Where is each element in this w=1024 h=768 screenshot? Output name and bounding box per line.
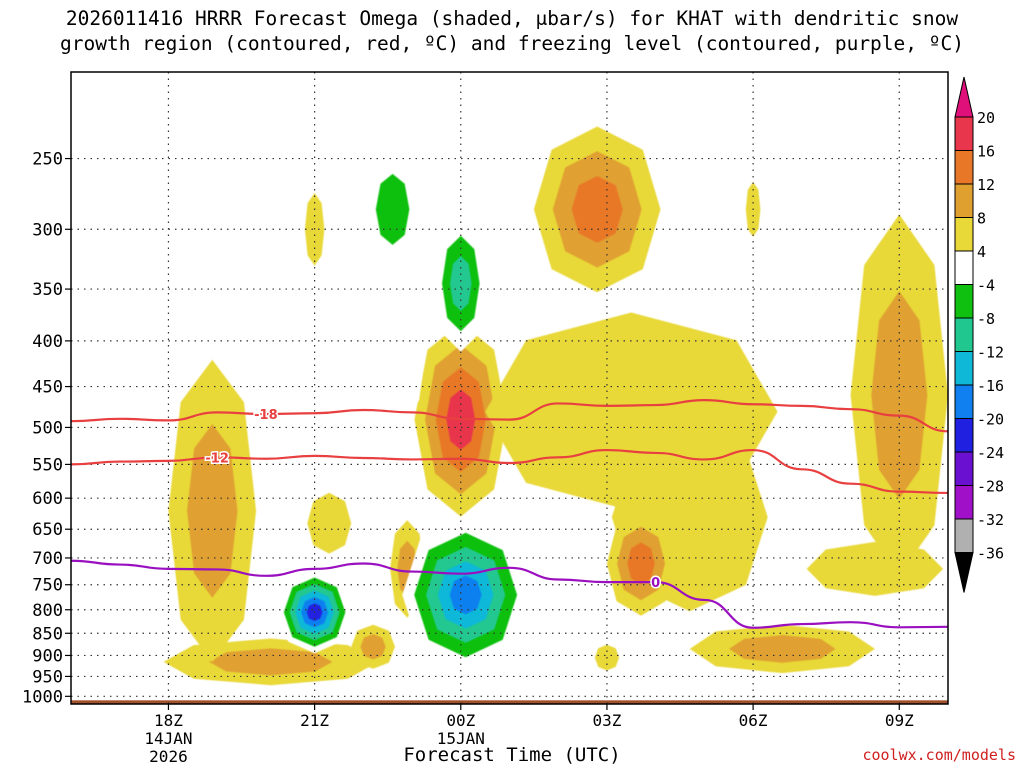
rising-cell-3-level-8: [360, 634, 386, 660]
credit-link[interactable]: coolwx.com/models: [862, 746, 1016, 764]
chart-title: 2026011416 HRRR Forecast Omega (shaded, …: [0, 6, 1024, 56]
y-tick-label-1000: 1000: [22, 687, 63, 707]
y-tick-label-900: 900: [32, 646, 63, 666]
x-axis-label: Forecast Time (UTC): [403, 744, 621, 766]
dgz-contour-12-label: -12: [205, 451, 229, 466]
colorbar-segment--20-to--16: [954, 384, 974, 419]
y-tick-label-700: 700: [32, 549, 63, 569]
colorbar-label--20: -20: [977, 411, 1004, 429]
y-tick-label-850: 850: [32, 624, 63, 644]
colorbar-label--4: -4: [977, 277, 995, 295]
y-tick-label-750: 750: [32, 576, 63, 596]
dgz-contour-12-line: [71, 448, 948, 495]
x-tick-label-18Z-0: 18Z: [154, 711, 183, 730]
x-tick-label-18Z-2: 2026: [149, 747, 188, 766]
colorbar-segment--8-to--4: [954, 284, 974, 319]
x-tick-label-03Z-0: 03Z: [592, 711, 621, 730]
y-tick-label-450: 450: [32, 378, 63, 398]
colorbar-segment-16-to-20: [954, 116, 974, 151]
sinking-cell-17-level--20: [449, 575, 482, 615]
plot-frame: [70, 71, 949, 705]
ground-fill: [71, 700, 948, 704]
y-tick-label-800: 800: [32, 601, 63, 621]
y-tick-label-300: 300: [32, 220, 63, 240]
dgz-contour-18-line: [71, 399, 948, 433]
colorbar-label--28: -28: [977, 478, 1004, 496]
colorbar-label--12: -12: [977, 344, 1004, 362]
rising-cell-11-level-8: [729, 635, 836, 663]
colorbar-segment--16-to--12: [954, 351, 974, 386]
x-tick-label-21Z-0: 21Z: [300, 711, 329, 730]
colorbar-label-4: 4: [977, 243, 986, 261]
x-tick-label-00Z-1: 15JAN: [437, 729, 485, 748]
x-tick-label-06Z-0: 06Z: [739, 711, 768, 730]
y-tick-label-350: 350: [32, 280, 63, 300]
rising-cell-15-level-4: [806, 541, 944, 596]
colorbar-segment--36-to--32: [954, 518, 974, 553]
colorbar-bottom-arrow: [954, 552, 974, 593]
rising-cell-10-level-12: [627, 542, 655, 585]
colorbar-label--36: -36: [977, 545, 1004, 563]
freezing-level-contour-line: [71, 559, 948, 629]
colorbar-label--8: -8: [977, 310, 995, 328]
y-tick-label-500: 500: [32, 418, 63, 438]
colorbar-label--16: -16: [977, 377, 1004, 395]
colorbar-label-16: 16: [977, 143, 995, 161]
sinking-cell-22-level--12: [450, 256, 472, 311]
sinking-cell-25-level--4: [653, 119, 668, 198]
sinking-cell-19-level--4: [105, 275, 135, 377]
dgz-contour-18-label: -18: [254, 408, 278, 423]
colorbar-label--32: -32: [977, 511, 1004, 529]
sinking-cell-23-level--4: [455, 72, 544, 155]
sinking-cell-21-level--8: [375, 173, 410, 245]
grid-lines: [71, 72, 948, 704]
rising-cell-0-level-8: [209, 648, 333, 676]
colorbar-segment--32-to--28: [954, 485, 974, 520]
title-line-2: growth region (contoured, red, ºC) and f…: [60, 32, 964, 55]
y-tick-label-250: 250: [32, 150, 63, 170]
y-tick-label-400: 400: [32, 332, 63, 352]
sinking-cell-24-level--4: [402, 346, 422, 409]
sinking-cell-20-level--4: [229, 169, 264, 264]
rising-cell-12-level-8: [871, 291, 928, 499]
colorbar-segment-8-to-12: [954, 183, 974, 218]
title-line-1: 2026011416 HRRR Forecast Omega (shaded, …: [65, 7, 959, 30]
colorbar-segment--12-to--8: [954, 317, 974, 352]
colorbar-segment--24-to--20: [954, 418, 974, 453]
freezing-level-contour-label: 0: [651, 576, 660, 591]
rising-cell-7-level-12: [571, 176, 623, 243]
y-axis: 2503003504004505005506006507007508008509…: [22, 150, 71, 707]
colorbar-segment-12-to-16: [954, 150, 974, 185]
colorbar-label--24: -24: [977, 444, 1004, 462]
x-tick-label-00Z-0: 00Z: [446, 711, 475, 730]
y-tick-label-550: 550: [32, 455, 63, 475]
colorbar-top-arrow: [954, 76, 974, 118]
rising-cell-1-level-8: [187, 424, 238, 598]
temperature-contours: -18 -12 0: [71, 399, 948, 629]
rising-cell-2-level-4: [307, 492, 352, 554]
colorbar-label-8: 8: [977, 210, 986, 228]
sinking-cell-18-level--4: [117, 527, 162, 589]
ground-layer: [71, 700, 948, 704]
colorbar-segment--28-to--24: [954, 451, 974, 486]
y-tick-label-650: 650: [32, 520, 63, 540]
colorbar-segment-4-to-8: [954, 217, 974, 252]
colorbar-segment--4-to-4: [954, 250, 974, 285]
y-tick-label-600: 600: [32, 489, 63, 509]
y-tick-label-950: 950: [32, 667, 63, 687]
x-tick-label-18Z-1: 14JAN: [144, 729, 192, 748]
x-tick-label-09Z-0: 09Z: [885, 711, 914, 730]
colorbar-label-12: 12: [977, 176, 995, 194]
colorbar-label-20: 20: [977, 109, 995, 127]
colorbar: 20 16 12 8 4 -4 -8 -12 -16 -20 -24 -28 -32 -36: [954, 76, 1004, 593]
